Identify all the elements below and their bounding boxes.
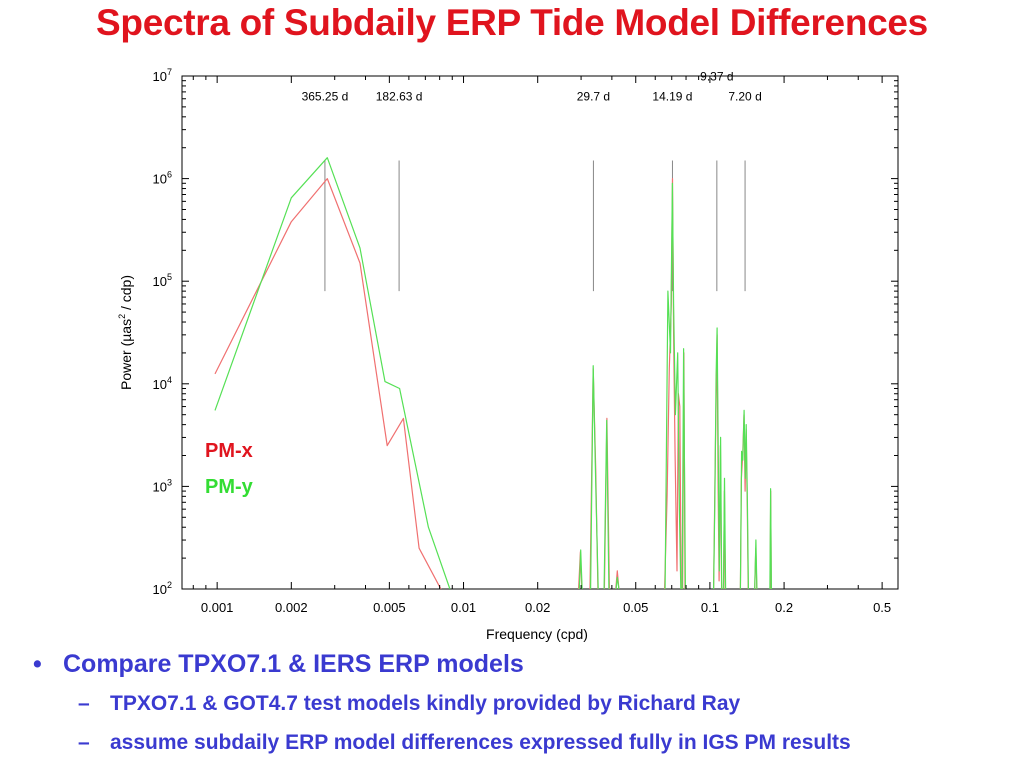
pm-y-series-line: [722, 477, 727, 589]
slide-title: Spectra of Subdaily ERP Tide Model Diffe…: [96, 2, 928, 43]
bullet-item: • Compare TPXO7.1 & IERS ERP models: [33, 650, 524, 679]
pm-y-series-line: [754, 539, 758, 589]
reference-period-label: 365.25 d: [302, 89, 349, 103]
sub-bullet-item: – assume subdaily ERP model differences e…: [78, 731, 851, 755]
y-tick-label: 106: [153, 170, 172, 187]
y-tick-label: 102: [153, 580, 172, 597]
sub-bullet-item: – TPXO7.1 & GOT4.7 test models kindly pro…: [78, 692, 740, 716]
plot-frame: [181, 75, 899, 590]
sub-bullet-marker: –: [78, 692, 90, 715]
x-tick-label: 0.005: [373, 600, 406, 615]
pm-y-series-line: [590, 365, 599, 589]
reference-period-label: 14.19 d: [652, 89, 692, 103]
legend-pm-x: PM-x: [205, 440, 253, 462]
reference-period-label: 7.20 d: [728, 89, 761, 103]
series-lines: [214, 157, 773, 589]
reference-period-label: 29.7 d: [577, 89, 610, 103]
x-tick-label: 0.1: [701, 600, 719, 615]
x-tick-label: 0.001: [201, 600, 234, 615]
pm-y-series-line: [615, 576, 620, 589]
pm-y-series-line: [603, 419, 610, 589]
pm-y-series-line: [664, 182, 682, 589]
y-tick-label: 105: [153, 272, 172, 289]
sub-bullet-text: assume subdaily ERP model differences ex…: [110, 731, 851, 754]
reference-period-lines: 365.25 d 182.63 d 29.7 d 14.19 d 9.37 d 7.20 …: [302, 70, 762, 292]
x-tick-label: 0.2: [775, 600, 793, 615]
pm-y-series-line: [578, 549, 583, 589]
sub-bullet-marker: –: [78, 731, 90, 754]
reference-period-label: 182.63 d: [376, 89, 423, 103]
y-axis-label: Power (µas2 / cdp): [117, 275, 134, 390]
pm-y-series-line: [713, 327, 723, 589]
pm-x-series-line: [214, 178, 442, 589]
axes: 0.001 0.002 0.005 0.01 0.02 0.05 0.1 0.2 0.5 102 1…: [117, 67, 898, 642]
plot-border: [181, 75, 899, 590]
x-tick-label: 0.002: [275, 600, 308, 615]
x-tick-label: 0.5: [873, 600, 891, 615]
pm-y-series-line: [769, 488, 773, 589]
pm-y-series-line: [214, 157, 451, 589]
x-tick-label: 0.05: [623, 600, 648, 615]
bullet-text: Compare TPXO7.1 & IERS ERP models: [63, 650, 524, 678]
x-tick-label: 0.02: [525, 600, 550, 615]
reference-period-label: 9.37 d: [700, 70, 733, 84]
y-tick-label: 103: [153, 477, 172, 494]
sub-bullet-text: TPXO7.1 & GOT4.7 test models kindly prov…: [110, 692, 741, 715]
x-axis-label: Frequency (cpd): [486, 626, 588, 642]
pm-y-series-line: [739, 409, 749, 589]
legend: PM-x PM-y: [205, 440, 254, 498]
y-tick-label: 107: [153, 67, 172, 84]
y-tick-label: 104: [153, 375, 172, 392]
bullet-marker: •: [33, 650, 42, 678]
x-tick-label: 0.01: [451, 600, 476, 615]
pm-y-series-line: [681, 348, 687, 589]
legend-pm-y: PM-y: [205, 476, 254, 498]
